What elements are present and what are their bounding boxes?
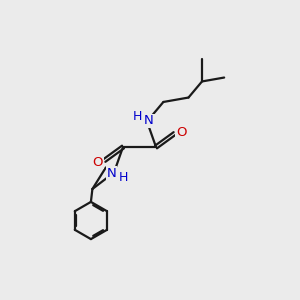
Text: H: H — [133, 110, 142, 123]
Text: N: N — [107, 167, 117, 180]
Text: O: O — [92, 155, 103, 169]
Text: O: O — [176, 125, 187, 139]
Text: N: N — [144, 114, 154, 128]
Text: H: H — [119, 171, 128, 184]
